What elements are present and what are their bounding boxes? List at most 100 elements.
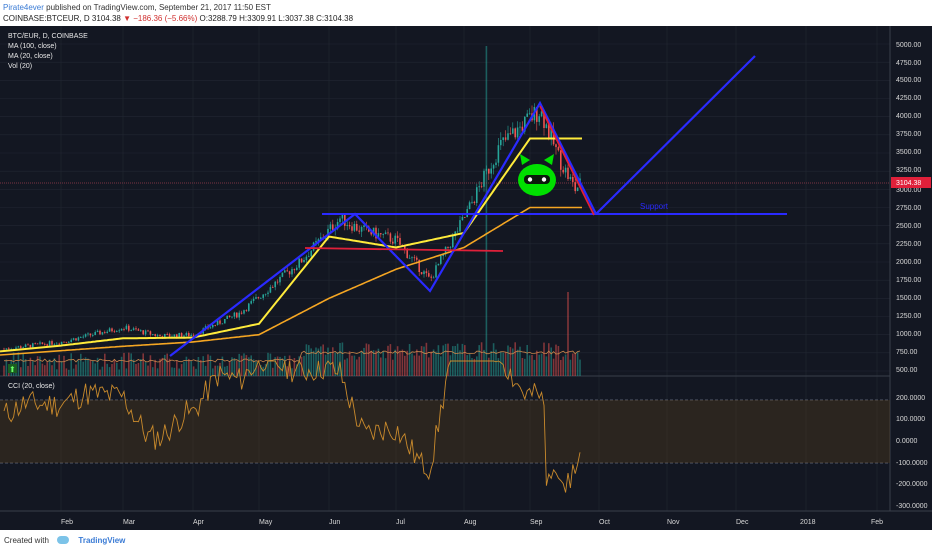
volume-bar: [320, 346, 322, 376]
candle-body: [526, 113, 528, 117]
high-value: H:3309.91: [239, 14, 277, 23]
candle-body: [500, 140, 502, 146]
candle-body: [190, 334, 192, 337]
volume-bar: [353, 355, 356, 376]
volume-bar: [552, 358, 555, 376]
volume-bar: [101, 366, 104, 376]
volume-bar: [543, 342, 545, 376]
candle-body: [159, 335, 161, 337]
volume-bar: [29, 357, 32, 376]
volume-bar: [269, 353, 272, 376]
candle-body: [488, 168, 490, 174]
price-tick: 1500.00: [896, 295, 921, 302]
candle-body: [264, 293, 267, 295]
price-tick: 1000.00: [896, 331, 921, 338]
candle-body: [435, 265, 437, 278]
volume-bar: [473, 358, 476, 376]
volume-bar: [44, 365, 46, 376]
arrow-up-icon[interactable]: ⬆: [9, 365, 16, 374]
volume-bar: [245, 355, 248, 376]
candle-body: [209, 327, 212, 329]
candle-body: [320, 237, 322, 240]
volume-bar: [125, 368, 128, 376]
candle-body: [519, 126, 521, 128]
candle-body: [540, 111, 543, 117]
candle-body: [87, 333, 89, 335]
candle-body: [89, 333, 92, 336]
candle-body: [437, 263, 440, 266]
volume-bar: [519, 346, 521, 376]
tradingview-link[interactable]: TradingView: [78, 536, 126, 545]
created-with-label: Created with: [4, 536, 49, 545]
candle-body: [80, 337, 82, 338]
volume-bar: [524, 358, 526, 376]
volume-bar: [161, 357, 164, 376]
candle-body: [65, 341, 68, 343]
legend-volume[interactable]: Vol (20): [8, 63, 32, 70]
legend-ma20[interactable]: MA (20, close): [8, 53, 53, 60]
close-value: C:3104.38: [316, 14, 354, 23]
blue-zigzag-drawing[interactable]: [169, 100, 597, 357]
time-axis[interactable]: Feb Mar Apr May Jun Jul Aug Sep Oct Nov …: [61, 519, 883, 526]
volume-bar: [560, 360, 562, 376]
blue-projection-line[interactable]: [595, 55, 756, 215]
candle-body: [281, 272, 284, 277]
candle-body: [279, 277, 281, 283]
candle-body: [120, 329, 123, 331]
volume-bar: [291, 368, 293, 376]
volume-bar: [466, 355, 468, 376]
publisher-link[interactable]: Pirate4ever: [3, 3, 44, 12]
candle-body: [543, 111, 545, 128]
candle-body: [284, 270, 286, 273]
legend-ma100[interactable]: MA (100, close): [8, 43, 57, 50]
candle-body: [377, 233, 380, 239]
candle-body: [243, 310, 245, 314]
cci-axis[interactable]: 200.0000 100.0000 0.0000 -100.0000 -200.…: [896, 395, 928, 510]
volume-bar: [46, 362, 48, 376]
candle-body: [356, 224, 358, 231]
volume-bar: [322, 344, 324, 376]
candle-body: [461, 217, 464, 221]
volume-bar: [149, 355, 152, 376]
candle-body: [248, 303, 250, 311]
candle-body: [524, 116, 526, 132]
candle-body: [418, 259, 420, 272]
candle-body: [564, 167, 567, 173]
time-tick: Nov: [667, 519, 680, 526]
volume-bar: [437, 345, 440, 376]
arrow-up-icon-box[interactable]: [8, 364, 17, 373]
candle-body: [483, 170, 485, 187]
candle-body: [404, 245, 406, 249]
candle-body: [255, 297, 257, 299]
candle-body: [5, 348, 8, 350]
volume-bar: [536, 350, 538, 376]
price-tick: 3500.00: [896, 149, 921, 156]
volume-bar: [293, 358, 296, 376]
cci-tick: 100.0000: [896, 416, 925, 423]
volume-bar: [226, 365, 228, 376]
candle-body: [262, 294, 264, 298]
red-horizontal-line[interactable]: [304, 247, 504, 252]
volume-bar: [252, 359, 255, 376]
volume-bar: [195, 368, 197, 376]
candle-body: [507, 133, 509, 140]
cci-tick: 200.0000: [896, 395, 925, 402]
volume-bar: [432, 349, 435, 376]
candle-body: [411, 257, 413, 259]
volume-bar: [238, 353, 240, 376]
price-axis[interactable]: 5000.00 4750.00 4500.00 4250.00 4000.00 …: [896, 42, 921, 374]
time-tick: Aug: [464, 519, 477, 526]
candle-body: [212, 325, 214, 328]
volume-bar: [82, 361, 84, 376]
red-trend-line[interactable]: [539, 105, 595, 216]
time-tick: Jul: [396, 519, 405, 526]
volume-bar: [440, 356, 442, 376]
legend-cci[interactable]: CCI (20, close): [8, 383, 55, 390]
volume-bar: [132, 359, 135, 376]
candle-body: [317, 239, 320, 242]
candle-body: [216, 320, 219, 325]
candle-body: [176, 334, 178, 338]
candle-body: [315, 241, 317, 243]
price-chart[interactable]: Support 5000.00 4750.00 4500.00 4250.00 …: [0, 26, 932, 530]
time-tick: Apr: [193, 519, 205, 526]
